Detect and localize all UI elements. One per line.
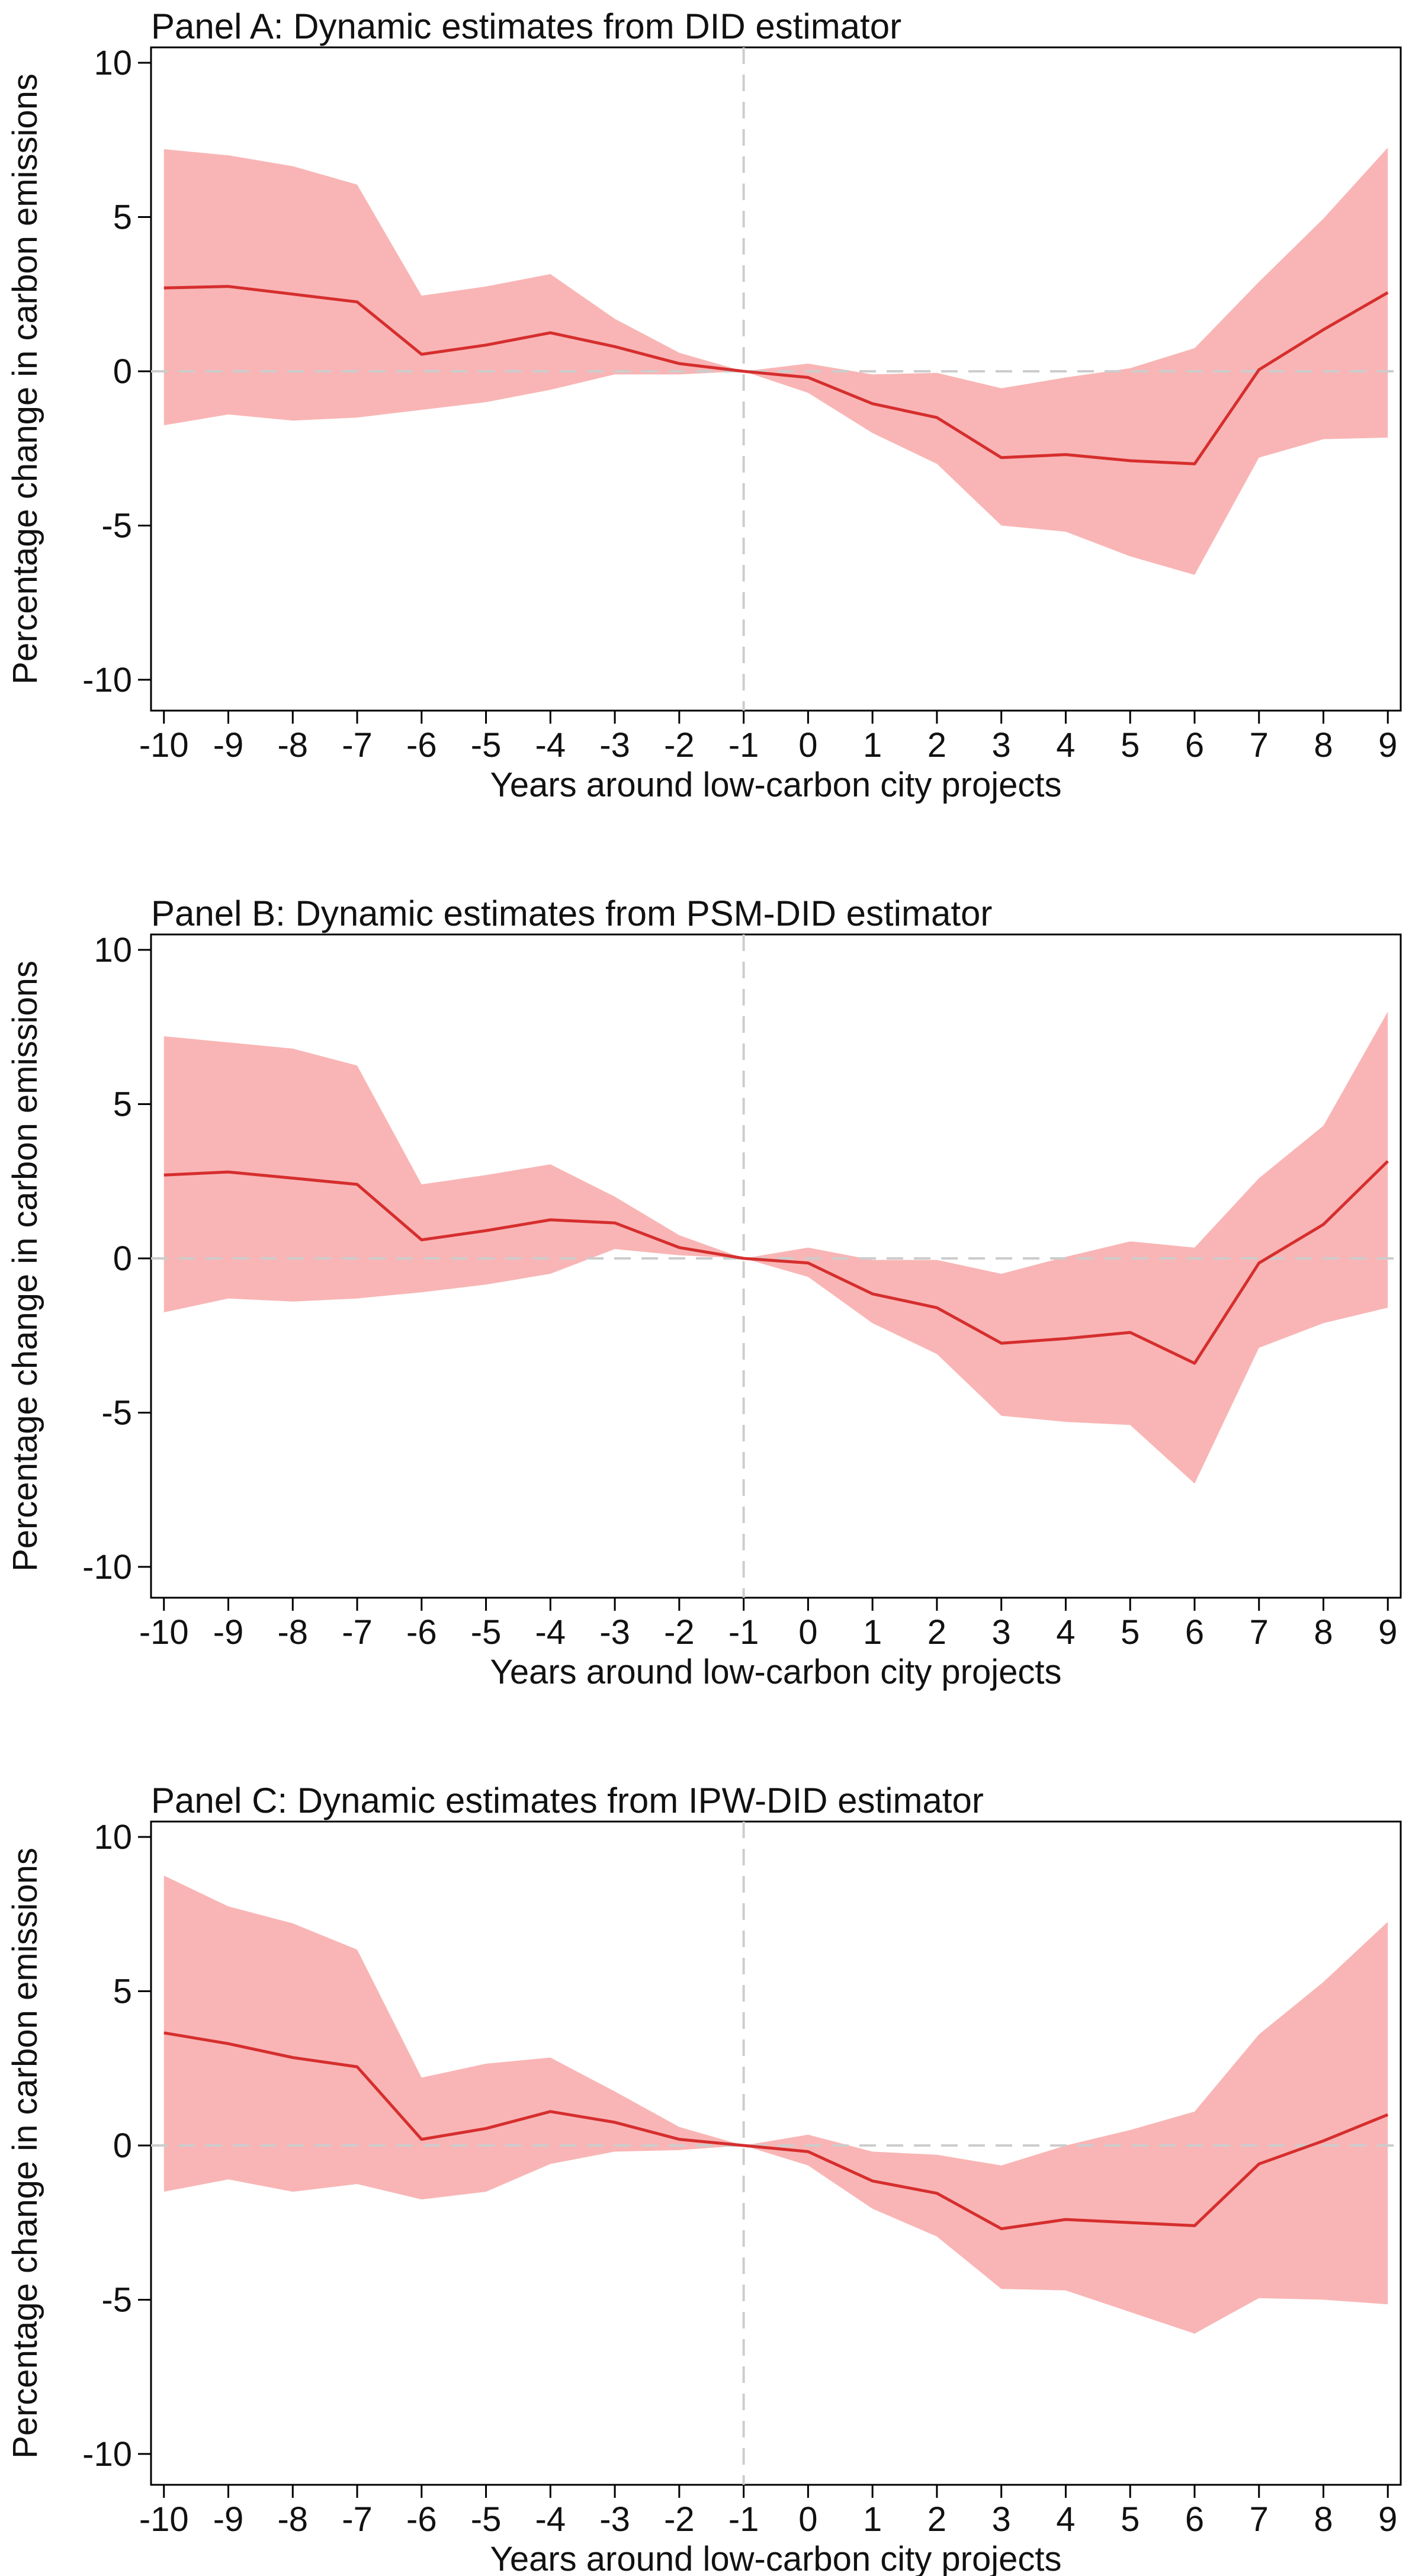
y-tick-label: 5 [113,198,132,237]
x-tick-label: -7 [342,726,373,765]
x-tick-label: -5 [471,1613,502,1652]
y-tick-label: -10 [82,1548,132,1586]
x-tick-label: -6 [406,1613,437,1652]
y-axis-label: Percentage change in carbon emissions [6,961,44,1572]
x-tick-label: 4 [1056,726,1075,765]
x-tick-label: -9 [213,1613,244,1652]
x-axis-label: Years around low-carbon city projects [490,1653,1061,1691]
x-tick-label: -5 [471,726,502,765]
x-tick-label: 3 [992,1613,1011,1652]
x-tick-label: 2 [927,2500,946,2539]
x-tick-label: 2 [927,1613,946,1652]
y-tick-label: 0 [113,2127,132,2165]
x-tick-label: 9 [1378,2500,1397,2539]
plot-frame [150,46,1402,712]
x-tick-label: -10 [139,726,189,765]
x-tick-label: 8 [1314,2500,1333,2539]
x-tick-label: 8 [1314,1613,1333,1652]
x-tick-label: -7 [342,1613,373,1652]
y-tick-label: -10 [82,661,132,699]
x-tick-label: 0 [798,726,817,765]
x-tick-label: -3 [599,2500,630,2539]
x-tick-label: 9 [1378,726,1397,765]
y-tick-label: 10 [94,44,132,82]
x-tick-label: -8 [277,2500,308,2539]
x-tick-label: -1 [728,726,759,765]
x-tick-label: -9 [213,2500,244,2539]
x-tick-label: -4 [535,1613,566,1652]
y-axis-label: Percentage change in carbon emissions [6,73,44,685]
plot-frame [150,1820,1402,2486]
x-tick-label: -4 [535,726,566,765]
x-tick-label: 9 [1378,1613,1397,1652]
x-tick-label: 5 [1121,1613,1140,1652]
x-tick-label: 1 [863,1613,882,1652]
x-tick-label: -8 [277,726,308,765]
x-tick-label: 3 [992,726,1011,765]
y-tick-label: -5 [101,2281,132,2319]
x-tick-label: 1 [863,2500,882,2539]
x-tick-label: -7 [342,2500,373,2539]
x-tick-label: 7 [1250,726,1269,765]
x-tick-label: -2 [664,2500,695,2539]
x-tick-label: -1 [728,1613,759,1652]
estimate-line [163,1160,1389,1365]
x-tick-label: 0 [798,1613,817,1652]
panel-b-title: Panel B: Dynamic estimates from PSM-DID … [151,894,993,933]
x-tick-label: -3 [599,1613,630,1652]
x-tick-label: 4 [1056,1613,1075,1652]
y-tick-label: 0 [113,1239,132,1278]
x-tick-label: -1 [728,2500,759,2539]
x-tick-label: 8 [1314,726,1333,765]
x-tick-label: 6 [1185,726,1204,765]
x-tick-label: -2 [664,726,695,765]
x-tick-label: -10 [139,1613,189,1652]
confidence-band [163,147,1388,575]
x-tick-label: -4 [535,2500,566,2539]
y-tick-label: -5 [101,1393,132,1432]
panel-a-title: Panel A: Dynamic estimates from DID esti… [151,7,902,46]
estimate-line [163,2031,1389,2231]
x-axis-label: Years around low-carbon city projects [490,2540,1061,2576]
estimate-line [163,285,1389,465]
y-axis-label: Percentage change in carbon emissions [6,1848,44,2459]
confidence-band [163,1875,1388,2334]
x-tick-label: 7 [1250,2500,1269,2539]
x-tick-label: -8 [277,1613,308,1652]
x-tick-label: -5 [471,2500,502,2539]
y-tick-label: 5 [113,1085,132,1124]
x-tick-label: 3 [992,2500,1011,2539]
x-tick-label: -2 [664,1613,695,1652]
x-tick-label: 4 [1056,2500,1075,2539]
x-tick-label: 2 [927,726,946,765]
y-tick-label: 5 [113,1973,132,2011]
x-tick-label: 1 [863,726,882,765]
plot-frame [150,933,1402,1599]
x-tick-label: 0 [798,2500,817,2539]
x-tick-label: -3 [599,726,630,765]
y-tick-label: -10 [82,2435,132,2474]
x-tick-label: -10 [139,2500,189,2539]
x-tick-label: 7 [1250,1613,1269,1652]
x-tick-label: -9 [213,726,244,765]
confidence-band [163,1011,1388,1484]
y-tick-label: 0 [113,352,132,391]
y-tick-label: -5 [101,506,132,545]
x-axis-label: Years around low-carbon city projects [490,766,1061,804]
x-tick-label: 5 [1121,726,1140,765]
panel-c-title: Panel C: Dynamic estimates from IPW-DID … [151,1781,984,1820]
y-tick-label: 10 [94,931,132,969]
x-tick-label: 5 [1121,2500,1140,2539]
x-tick-label: 6 [1185,1613,1204,1652]
x-tick-label: 6 [1185,2500,1204,2539]
x-tick-label: -6 [406,726,437,765]
y-tick-label: 10 [94,1818,132,1856]
x-tick-label: -6 [406,2500,437,2539]
